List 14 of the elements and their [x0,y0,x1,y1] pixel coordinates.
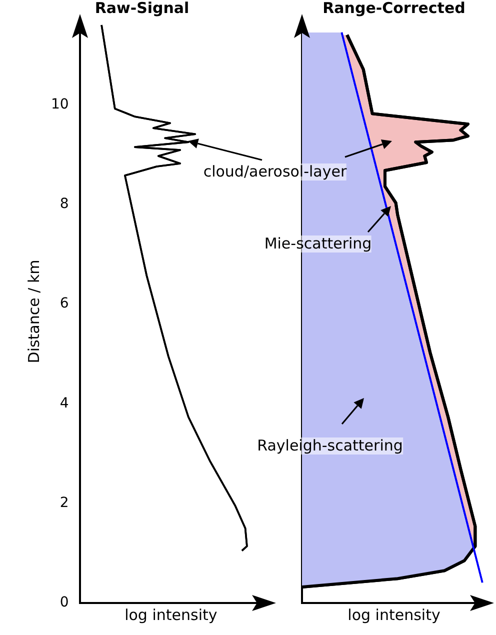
y-tick-label: 0 [60,594,69,611]
chart-title: Range-Corrected [322,0,466,17]
y-tick-label: 10 [50,96,69,112]
y-tick-label: 4 [60,395,69,412]
x-axis-title: log intensity [124,606,218,624]
x-axis-title: log intensity [348,606,440,624]
annotation: Mie-scattering [264,234,372,252]
annotation: cloud/aerosol-layer [203,162,347,180]
y-tick-label: 8 [60,196,69,212]
y-axis-title: Distance / km [24,260,43,364]
y-tick-label: 6 [60,296,69,312]
y-tick-label: 2 [60,494,69,511]
annotation: Rayleigh-scattering [257,436,403,454]
chart-title: Raw-Signal [94,0,190,17]
